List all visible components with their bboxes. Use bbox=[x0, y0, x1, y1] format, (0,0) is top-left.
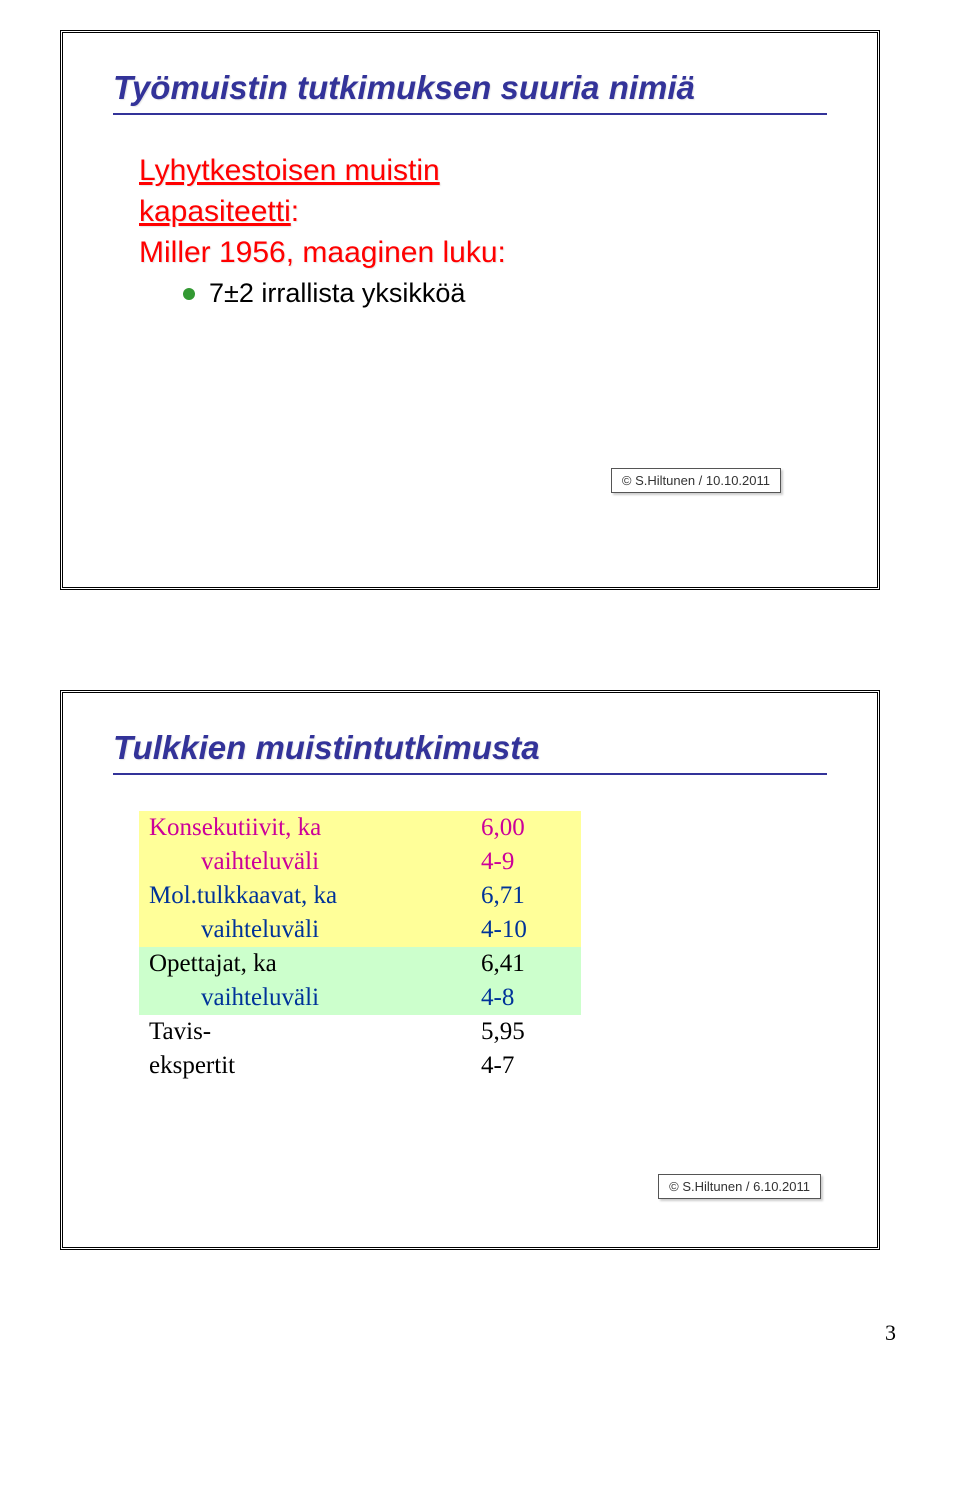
cell-value: 4-9 bbox=[471, 845, 581, 879]
bullet-dot-icon bbox=[183, 288, 195, 300]
cell-label: Tavis- bbox=[139, 1015, 471, 1049]
cell-label: Mol.tulkkaavat, ka bbox=[139, 879, 471, 913]
subtitle-tail: : bbox=[291, 195, 299, 228]
table-row: Opettajat, ka6,41 bbox=[139, 947, 581, 981]
table-row: vaihteluväli4-10 bbox=[139, 913, 581, 947]
slide2-footer: © S.Hiltunen / 6.10.2011 bbox=[658, 1174, 821, 1199]
subtitle-underline-1: Lyhytkestoisen muistin bbox=[139, 154, 440, 187]
table-body: Konsekutiivit, ka6,00vaihteluväli4-9Mol.… bbox=[139, 811, 581, 1083]
table-row: Konsekutiivit, ka6,00 bbox=[139, 811, 581, 845]
cell-label: Konsekutiivit, ka bbox=[139, 811, 471, 845]
cell-value: 6,41 bbox=[471, 947, 581, 981]
data-table: Konsekutiivit, ka6,00vaihteluväli4-9Mol.… bbox=[139, 811, 581, 1083]
slide2-title: Tulkkien muistintutkimusta bbox=[113, 729, 827, 775]
cell-label: ekspertit bbox=[139, 1049, 471, 1083]
slide1-subline: Miller 1956, maaginen luku: bbox=[139, 236, 827, 270]
page: Työmuistin tutkimuksen suuria nimiä Lyhy… bbox=[0, 0, 960, 1406]
cell-label: vaihteluväli bbox=[139, 913, 471, 947]
table-row: Mol.tulkkaavat, ka6,71 bbox=[139, 879, 581, 913]
cell-label: Opettajat, ka bbox=[139, 947, 471, 981]
slide-2: Tulkkien muistintutkimusta Konsekutiivit… bbox=[60, 690, 880, 1250]
slide1-title: Työmuistin tutkimuksen suuria nimiä bbox=[113, 69, 827, 115]
table-row: vaihteluväli4-9 bbox=[139, 845, 581, 879]
cell-value: 4-7 bbox=[471, 1049, 581, 1083]
cell-value: 5,95 bbox=[471, 1015, 581, 1049]
slide1-footer: © S.Hiltunen / 10.10.2011 bbox=[611, 468, 781, 493]
slide1-subtitle: Lyhytkestoisen muistin kapasiteetti: bbox=[139, 151, 827, 232]
cell-label: vaihteluväli bbox=[139, 845, 471, 879]
table-row: vaihteluväli4-8 bbox=[139, 981, 581, 1015]
slide-1: Työmuistin tutkimuksen suuria nimiä Lyhy… bbox=[60, 30, 880, 590]
cell-value: 4-8 bbox=[471, 981, 581, 1015]
cell-value: 4-10 bbox=[471, 913, 581, 947]
table-row: ekspertit4-7 bbox=[139, 1049, 581, 1083]
cell-label: vaihteluväli bbox=[139, 981, 471, 1015]
bullet-text: 7±2 irrallista yksikköä bbox=[209, 278, 465, 309]
bullet-row: 7±2 irrallista yksikköä bbox=[183, 278, 827, 309]
cell-value: 6,71 bbox=[471, 879, 581, 913]
page-number: 3 bbox=[60, 1320, 900, 1346]
subtitle-underline-2: kapasiteetti bbox=[139, 195, 291, 228]
cell-value: 6,00 bbox=[471, 811, 581, 845]
table-row: Tavis-5,95 bbox=[139, 1015, 581, 1049]
